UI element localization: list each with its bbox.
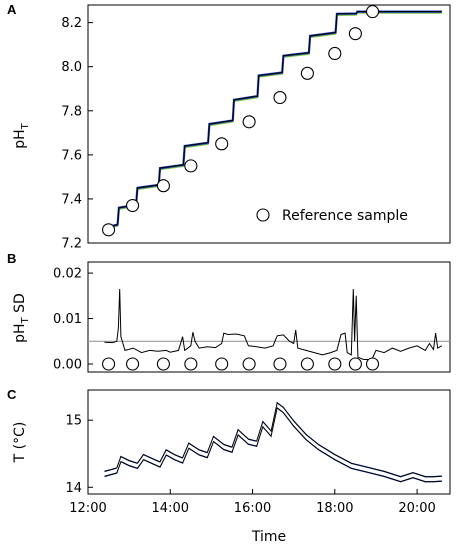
panel-b-letter: B [7,251,16,266]
panel-b-reference-point [328,357,342,371]
panel-b-reference-point [102,357,116,371]
panel-c-letter: C [7,387,17,402]
panel-c-y-axis-title: T (°C) [12,422,28,464]
panel-b-frame [87,261,451,373]
panel-b-y-tick-label: 0.01 [53,312,82,327]
panel-a-reference-point [102,223,116,237]
panel-a-band-line [104,12,442,230]
panel-b-reference-point [184,357,198,371]
x-axis-title: Time [251,529,286,545]
panel-c-x-tick-label: 14:00 [152,501,189,516]
panel-b-reference-point [348,357,362,371]
panel-a-band-line [104,10,442,229]
panel-b-y-tick-label: 0.00 [53,358,82,373]
panel-a-reference-point [156,179,170,193]
panel-b-reference-point [273,357,287,371]
panel-a-reference-point [348,27,362,41]
panel-b-reference-point [215,357,229,371]
panel-b: B 0.00 0.01 0.02 pHT SD [7,251,451,373]
panel-b-sd-line [104,288,443,360]
panel-a-band-line [104,11,442,230]
panel-a-y-tick-label: 7.2 [61,237,82,252]
panel-a-y-tick-label: 8.2 [61,16,82,31]
panel-c-y-ticks: 14 15 [65,414,93,496]
panel-a-y-tick-label: 7.6 [61,148,82,163]
panel-c-x-ticks: 12:00 14:00 16:00 18:00 20:00 [69,489,436,516]
panel-b-reference-point [126,357,140,371]
panel-a: A 7.2 7.4 7.6 7.8 8.0 8.2 pHT Reference sampl… [7,2,451,252]
panel-b-reference-point [300,357,314,371]
panel-a-frame [87,4,451,244]
panel-b-y-axis-title: pHT SD [12,293,31,343]
panel-c-series [104,401,442,483]
panel-c-frame [87,389,451,495]
panel-b-y-tick-label: 0.02 [53,267,82,282]
panel-c-x-tick-label: 18:00 [316,501,353,516]
panel-a-y-tick-label: 7.4 [61,192,82,207]
panel-a-y-axis-title: pHT [12,122,31,148]
panel-a-letter: A [7,2,17,17]
panel-a-reference-point [215,137,229,151]
panel-b-reference-point [365,357,380,371]
panel-b-reference-point [242,357,256,371]
panel-b-ylabel-sub: T [20,316,31,324]
panel-a-y-tick-label: 8.0 [61,60,82,75]
panel-c-y-tick-label: 14 [65,481,82,496]
panel-b-series [104,288,443,360]
panel-a-reference-point [273,91,287,105]
panel-a-reference-markers [102,5,380,237]
panel-a-ylabel-sub: T [20,122,31,130]
legend-marker [256,208,270,222]
panel-c-gap-line [104,402,442,481]
panel-a-reference-point [365,5,380,19]
panel-a-y-ticks: 7.2 7.4 7.6 7.8 8.0 8.2 [61,16,93,252]
panel-a-reference-point [328,46,342,61]
panel-a-ph-line [104,11,442,229]
panel-c-x-tick-label: 12:00 [69,501,106,516]
panel-c-temperature-line [104,407,442,483]
panel-b-ylabel-suffix: SD [12,293,28,317]
panel-c-temperature-line [104,402,442,478]
panel-c-halo-line [104,401,442,478]
panel-c-y-tick-label: 15 [65,414,82,429]
panel-a-reference-point [126,198,140,213]
panel-a-ylabel-main: pH [12,129,28,148]
panel-c-x-tick-label: 16:00 [234,501,271,516]
panel-b-reference-markers [102,357,380,371]
panel-a-y-tick-label: 7.8 [61,104,82,119]
panel-a-series [104,10,442,230]
panel-a-reference-point [242,115,256,129]
legend-label: Reference sample [282,208,408,224]
panel-c-x-tick-label: 20:00 [398,501,435,516]
panel-b-reference-point [156,357,170,371]
panel-a-reference-point [300,66,314,80]
panel-b-y-ticks: 0.00 0.01 0.02 [53,267,93,373]
panel-b-ylabel-main: pH [12,323,28,342]
panel-a-reference-point [184,159,198,173]
